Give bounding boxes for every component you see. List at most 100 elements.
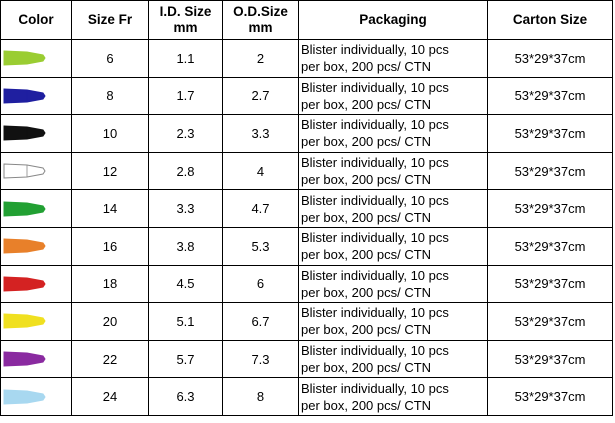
packaging-cell: Blister individually, 10 pcs per box, 200…: [298, 151, 488, 191]
size-fr-cell: 22: [71, 339, 149, 379]
header-size-fr: Size Fr: [71, 0, 149, 40]
od-size-cell: 4: [222, 151, 299, 191]
catheter-tip-icon: [3, 163, 46, 179]
catheter-tip-shape: [3, 238, 46, 254]
catheter-tip-icon: [3, 125, 46, 142]
od-size-cell: 8: [222, 377, 299, 416]
packaging-cell: Blister individually, 10 pcs per box, 200…: [298, 39, 488, 78]
color-swatch-cell: [0, 39, 72, 78]
header-od-size-line1: O.D.Size: [233, 4, 288, 19]
header-packaging: Packaging: [298, 0, 488, 40]
carton-size-cell: 53*29*37cm: [487, 264, 613, 304]
id-size-cell: 6.3: [148, 377, 223, 416]
packaging-line2: per box, 200 pcs/ CTN: [301, 59, 432, 75]
packaging-line1: Blister individually, 10 pcs: [301, 267, 449, 283]
id-size-cell: 2.8: [148, 151, 223, 191]
packaging-line2: per box, 200 pcs/ CTN: [301, 284, 432, 300]
packaging-cell: Blister individually, 10 pcs per box, 200…: [298, 189, 488, 228]
catheter-tip-shape: [3, 50, 46, 66]
size-fr-cell: 8: [71, 76, 149, 116]
packaging-cell: Blister individually, 10 pcs per box, 200…: [298, 339, 488, 379]
color-swatch-cell: [0, 114, 72, 153]
table-row: 12 2.8 4 Blister individually, 10 pcs per bo…: [0, 151, 613, 191]
header-od-size: O.D.Size mm: [222, 0, 299, 40]
id-size-cell: 5.1: [148, 302, 223, 341]
id-size-cell: 4.5: [148, 264, 223, 304]
id-size-cell: 2.3: [148, 114, 223, 153]
catheter-tip-icon: [3, 351, 46, 367]
id-size-cell: 3.3: [148, 189, 223, 228]
catheter-tip-shape: [3, 351, 46, 367]
catheter-tip-icon: [3, 88, 46, 104]
id-size-cell: 5.7: [148, 339, 223, 379]
color-swatch-cell: [0, 226, 72, 266]
od-size-cell: 2.7: [222, 76, 299, 116]
catheter-tip-shape: [3, 88, 46, 104]
od-size-cell: 6: [222, 264, 299, 304]
table-row: 14 3.3 4.7 Blister individually, 10 pcs per …: [0, 189, 613, 228]
packaging-line1: Blister individually, 10 pcs: [301, 380, 449, 396]
color-swatch-cell: [0, 151, 72, 191]
color-swatch-cell: [0, 189, 72, 228]
packaging-cell: Blister individually, 10 pcs per box, 200…: [298, 114, 488, 153]
table-row: 22 5.7 7.3 Blister individually, 10 pcs per …: [0, 339, 613, 379]
table-row: 24 6.3 8 Blister individually, 10 pcs per bo…: [0, 377, 613, 416]
size-fr-cell: 18: [71, 264, 149, 304]
catheter-tip-shape: [3, 313, 46, 329]
packaging-line1: Blister individually, 10 pcs: [301, 117, 449, 133]
size-fr-cell: 14: [71, 189, 149, 228]
packaging-line1: Blister individually, 10 pcs: [301, 230, 449, 246]
header-od-size-line2: mm: [248, 20, 273, 35]
size-fr-cell: 6: [71, 39, 149, 78]
color-swatch-cell: [0, 339, 72, 379]
packaging-cell: Blister individually, 10 pcs per box, 200…: [298, 302, 488, 341]
table-row: 10 2.3 3.3 Blister individually, 10 pcs per …: [0, 114, 613, 153]
carton-size-cell: 53*29*37cm: [487, 377, 613, 416]
carton-size-cell: 53*29*37cm: [487, 39, 613, 78]
carton-size-cell: 53*29*37cm: [487, 151, 613, 191]
table-row: 16 3.8 5.3 Blister individually, 10 pcs per …: [0, 226, 613, 266]
catheter-tip-icon: [3, 313, 46, 329]
id-size-cell: 1.1: [148, 39, 223, 78]
packaging-cell: Blister individually, 10 pcs per box, 200…: [298, 377, 488, 416]
packaging-cell: Blister individually, 10 pcs per box, 200…: [298, 264, 488, 304]
id-size-cell: 3.8: [148, 226, 223, 266]
od-size-cell: 3.3: [222, 114, 299, 153]
carton-size-cell: 53*29*37cm: [487, 76, 613, 116]
packaging-line1: Blister individually, 10 pcs: [301, 192, 449, 208]
catheter-tip-shape: [3, 125, 46, 142]
od-size-cell: 2: [222, 39, 299, 78]
packaging-line1: Blister individually, 10 pcs: [301, 343, 449, 359]
catheter-tip-icon: [3, 50, 46, 66]
color-swatch-cell: [0, 377, 72, 416]
color-swatch-cell: [0, 76, 72, 116]
header-color: Color: [0, 0, 72, 40]
carton-size-cell: 53*29*37cm: [487, 339, 613, 379]
size-fr-cell: 10: [71, 114, 149, 153]
od-size-cell: 7.3: [222, 339, 299, 379]
table-row: 20 5.1 6.7 Blister individually, 10 pcs per …: [0, 302, 613, 341]
table-row: 8 1.7 2.7 Blister individually, 10 pcs per b…: [0, 76, 613, 116]
header-carton-size: Carton Size: [487, 0, 613, 40]
packaging-line2: per box, 200 pcs/ CTN: [301, 172, 432, 188]
carton-size-cell: 53*29*37cm: [487, 114, 613, 153]
id-size-cell: 1.7: [148, 76, 223, 116]
catheter-tip-shape: [3, 276, 46, 292]
header-id-size: I.D. Size mm: [148, 0, 223, 40]
od-size-cell: 6.7: [222, 302, 299, 341]
table-row: 6 1.1 2 Blister individually, 10 pcs per box…: [0, 39, 613, 78]
packaging-line1: Blister individually, 10 pcs: [301, 155, 449, 171]
packaging-line2: per box, 200 pcs/ CTN: [301, 209, 432, 225]
carton-size-cell: 53*29*37cm: [487, 226, 613, 266]
size-fr-cell: 16: [71, 226, 149, 266]
color-swatch-cell: [0, 302, 72, 341]
size-fr-cell: 12: [71, 151, 149, 191]
table-row: 18 4.5 6 Blister individually, 10 pcs per bo…: [0, 264, 613, 304]
color-swatch-cell: [0, 264, 72, 304]
packaging-line2: per box, 200 pcs/ CTN: [301, 96, 432, 112]
packaging-line2: per box, 200 pcs/ CTN: [301, 397, 432, 413]
header-id-size-line2: mm: [173, 20, 198, 35]
packaging-line2: per box, 200 pcs/ CTN: [301, 360, 432, 376]
packaging-cell: Blister individually, 10 pcs per box, 200…: [298, 76, 488, 116]
